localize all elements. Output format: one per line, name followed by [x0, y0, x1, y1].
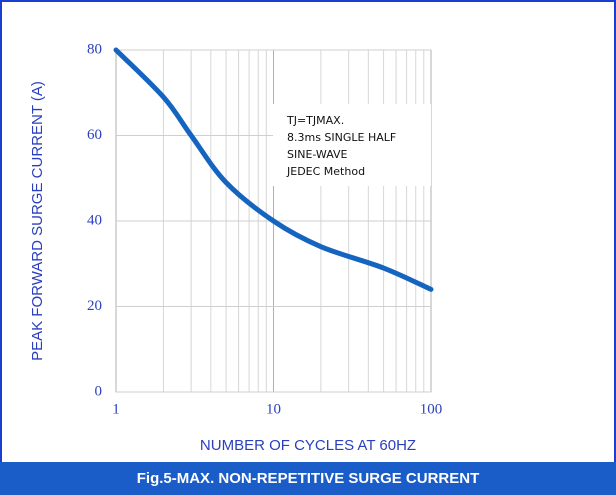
y-tick-label: 0 — [95, 383, 103, 399]
annotation-line: 8.3ms SINGLE HALF — [287, 131, 396, 144]
y-tick-label: 80 — [87, 41, 102, 57]
y-axis-label: PEAK FORWARD SURGE CURRENT (A) — [29, 81, 46, 361]
x-tick-label: 100 — [420, 401, 443, 417]
annotation-line: TJ=TJMAX. — [286, 114, 344, 127]
y-tick-label: 20 — [87, 298, 102, 314]
series-line — [113, 47, 434, 292]
x-axis-label: NUMBER OF CYCLES AT 60HZ — [200, 437, 416, 454]
y-tick-label: 40 — [87, 212, 102, 228]
x-tick-label: 10 — [266, 401, 281, 417]
caption-bar — [0, 462, 616, 495]
y-tick-label: 60 — [87, 127, 102, 143]
plot — [113, 47, 434, 292]
chart-title: Fig.5-MAX. NON-REPETITIVE SURGE CURRENT — [137, 470, 480, 487]
annotation-line: JEDEC Method — [286, 165, 365, 178]
annotation-box — [273, 104, 431, 186]
annotation: TJ=TJMAX. 8.3ms SINGLE HALF SINE-WAVE JEDEC… — [273, 104, 431, 186]
x-tick-label: 1 — [112, 401, 120, 417]
annotation-line: SINE-WAVE — [287, 148, 348, 161]
